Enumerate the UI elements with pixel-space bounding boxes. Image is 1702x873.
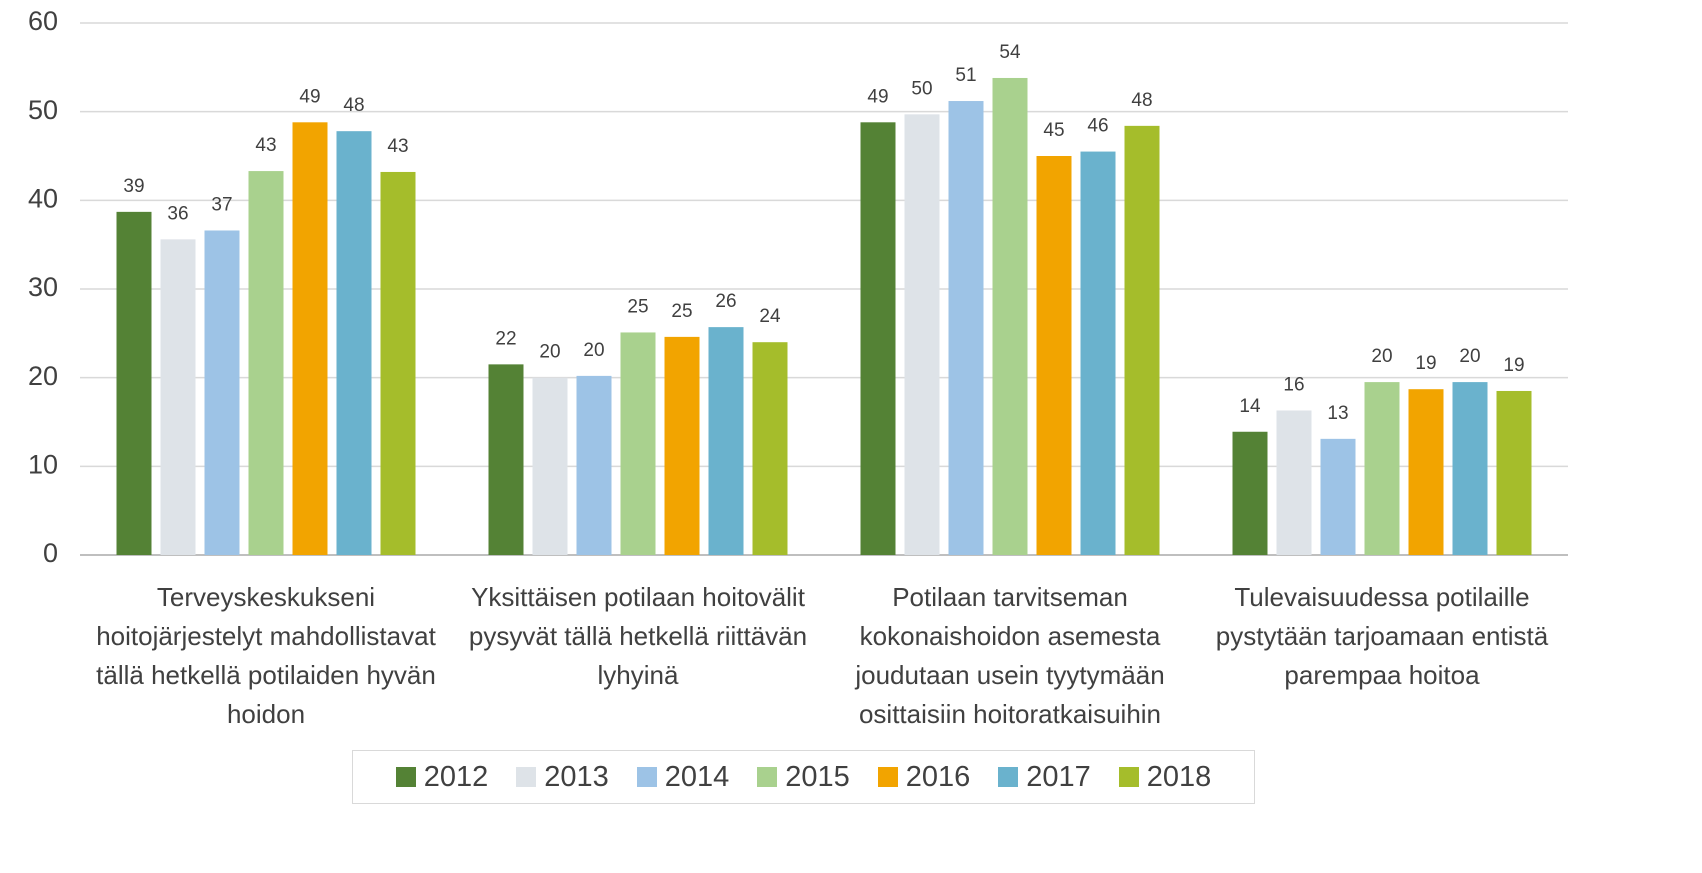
data-label: 50 — [911, 78, 932, 99]
data-label: 51 — [955, 65, 976, 86]
bar — [1276, 410, 1312, 555]
legend-label: 2017 — [1026, 760, 1091, 793]
bar — [248, 171, 284, 555]
data-label: 49 — [299, 86, 320, 107]
legend-label: 2014 — [664, 760, 730, 793]
legend-item: 2014 — [636, 760, 730, 794]
bar — [1364, 382, 1400, 555]
legend: 2012 2013 2014 2015 2016 2017 2018 — [352, 750, 1255, 804]
bar — [948, 101, 984, 555]
bar — [752, 342, 788, 555]
legend-item: 2016 — [877, 760, 971, 794]
bar — [708, 327, 744, 555]
data-label: 25 — [627, 296, 648, 317]
x-tick-label: Tulevaisuudessa potilaille pystytään tar… — [1215, 582, 1549, 690]
bar — [204, 230, 240, 556]
data-label: 45 — [1043, 120, 1064, 141]
data-label: 16 — [1283, 374, 1304, 395]
data-label: 19 — [1503, 355, 1524, 376]
bar — [116, 211, 152, 556]
bar — [992, 77, 1028, 556]
data-label: 39 — [123, 176, 144, 197]
bar — [532, 377, 568, 555]
data-label: 22 — [495, 328, 516, 349]
legend-swatch — [516, 767, 537, 787]
legend-label: 2015 — [785, 760, 850, 793]
data-label: 20 — [1371, 346, 1392, 367]
y-tick-label: 10 — [28, 449, 58, 479]
legend-swatch — [998, 767, 1019, 787]
y-tick-label: 40 — [28, 183, 58, 213]
data-label: 20 — [1459, 346, 1480, 367]
bar — [488, 364, 524, 555]
legend-item: 2013 — [516, 761, 609, 794]
bar — [620, 332, 656, 555]
legend-swatch — [636, 767, 657, 787]
bar — [1124, 125, 1160, 555]
legend-label: 2013 — [544, 760, 609, 793]
y-tick-label: 0 — [43, 538, 58, 568]
bar — [292, 122, 328, 555]
bar — [1320, 438, 1356, 555]
bar — [860, 122, 896, 555]
bar — [1232, 431, 1268, 555]
bar — [664, 336, 700, 555]
data-label: 36 — [167, 203, 188, 224]
legend-label: 2012 — [423, 760, 489, 793]
data-label: 46 — [1087, 116, 1108, 137]
data-label: 26 — [715, 291, 736, 312]
data-label: 49 — [867, 86, 888, 107]
x-tick-label: Terveyskeskukseni hoitojärjestelyt mahdo… — [96, 582, 436, 729]
legend-label: 2018 — [1146, 760, 1212, 793]
data-label: 43 — [387, 136, 408, 157]
bar — [336, 131, 372, 555]
y-tick-label: 30 — [28, 272, 58, 302]
bar — [160, 239, 196, 555]
data-label: 54 — [999, 42, 1021, 63]
legend-item: 2018 — [1118, 760, 1212, 794]
bar — [1036, 156, 1072, 555]
data-label: 37 — [211, 194, 232, 215]
data-label: 13 — [1327, 403, 1348, 424]
legend-swatch — [757, 767, 778, 787]
y-tick-label: 20 — [28, 361, 58, 391]
legend-item: 2012 — [395, 760, 489, 794]
legend-item: 2015 — [757, 761, 850, 794]
legend-swatch — [1118, 767, 1139, 787]
x-tick-label: Potilaan tarvitseman kokonaishoidon asem… — [855, 582, 1165, 729]
legend-swatch — [877, 767, 898, 787]
data-label: 14 — [1239, 396, 1261, 417]
data-label: 43 — [255, 135, 276, 156]
data-label: 48 — [1131, 90, 1152, 111]
data-label: 25 — [671, 301, 692, 322]
bar — [1452, 382, 1488, 555]
bar — [1408, 389, 1444, 555]
data-label: 20 — [539, 342, 560, 363]
bar — [576, 375, 612, 555]
data-label: 48 — [343, 95, 364, 116]
y-tick-label: 50 — [28, 95, 58, 125]
data-label: 20 — [583, 340, 604, 361]
data-label: 24 — [759, 306, 781, 327]
y-tick-label: 60 — [28, 6, 58, 36]
x-tick-label: Yksittäisen potilaan hoitovälit pysyvät … — [468, 582, 808, 690]
bar — [1496, 390, 1532, 555]
legend-item: 2017 — [998, 761, 1091, 794]
legend-swatch — [395, 767, 416, 787]
bar — [904, 114, 940, 556]
bar — [380, 171, 416, 555]
data-label: 19 — [1415, 353, 1436, 374]
legend-label: 2016 — [905, 760, 971, 793]
bar — [1080, 151, 1116, 556]
